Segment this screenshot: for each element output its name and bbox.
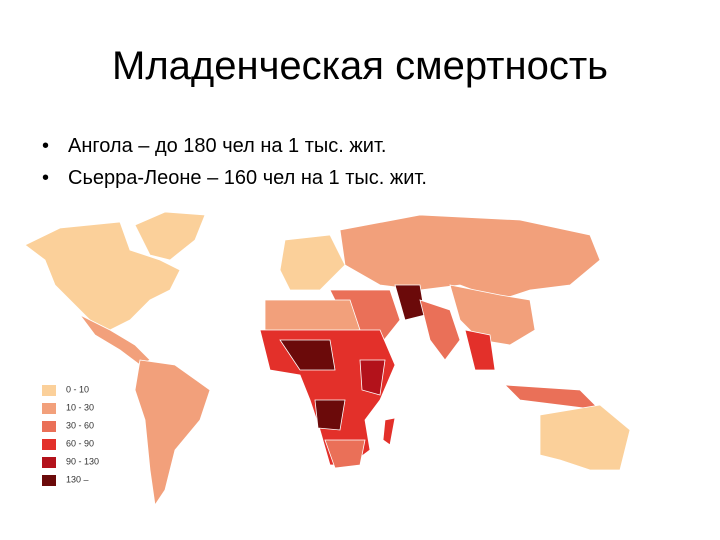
russia: [339, 214, 601, 301]
legend-swatch: [42, 421, 56, 432]
south-east-asia: [464, 329, 496, 371]
legend-label: 10 - 30: [66, 402, 94, 412]
angola: [314, 399, 346, 431]
bullet: Ангола – до 180 чел на 1 тыс. жит.: [40, 130, 427, 162]
legend-swatch: [42, 403, 56, 414]
legend-swatch: [42, 457, 56, 468]
west-africa: [279, 339, 336, 371]
china: [449, 284, 536, 346]
india: [419, 299, 461, 361]
map-regions: [24, 211, 631, 507]
legend-swatch: [42, 439, 56, 450]
legend-label: 130 –: [66, 474, 89, 484]
north-america: [24, 221, 181, 331]
indonesia: [503, 384, 602, 411]
legend-label: 30 - 60: [66, 420, 94, 430]
greenland: [134, 211, 206, 261]
east-africa: [359, 359, 386, 396]
south-africa: [324, 439, 366, 469]
legend-label: 60 - 90: [66, 438, 94, 448]
legend: 0 - 10 10 - 30 30 - 60 60 - 90 90 - 130 130 –: [42, 384, 99, 486]
legend-label: 0 - 10: [66, 384, 89, 394]
legend-swatch: [42, 475, 56, 486]
madagascar: [382, 417, 396, 446]
south-america: [134, 359, 211, 507]
bullet: Сьерра-Леоне – 160 чел на 1 тыс. жит.: [40, 162, 427, 194]
europe: [279, 234, 346, 291]
legend-label: 90 - 130: [66, 456, 99, 466]
bullet-list: Ангола – до 180 чел на 1 тыс. жит.Сьерра…: [40, 130, 427, 194]
legend-swatch: [42, 385, 56, 396]
slide-title: Младенческая смертность: [112, 44, 608, 88]
australia: [539, 404, 631, 471]
